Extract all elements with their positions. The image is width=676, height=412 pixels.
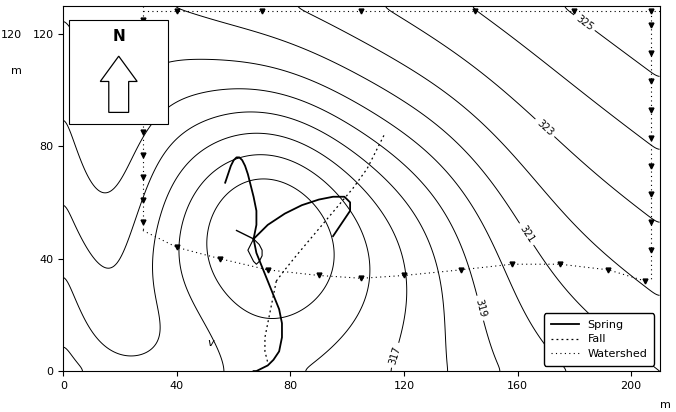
Text: $v$: $v$ [207, 338, 216, 348]
FancyArrow shape [100, 56, 137, 112]
Text: 319: 319 [473, 298, 487, 318]
Text: m: m [11, 66, 22, 76]
Text: 120: 120 [1, 30, 22, 40]
Bar [69, 20, 168, 124]
Text: 323: 323 [535, 118, 555, 138]
Text: 321: 321 [517, 224, 536, 245]
Legend: Spring, Fall, Watershed: Spring, Fall, Watershed [544, 313, 654, 365]
Text: m: m [660, 400, 671, 410]
Text: 317: 317 [387, 345, 402, 365]
Text: N: N [112, 29, 125, 44]
Text: 325: 325 [574, 13, 595, 32]
